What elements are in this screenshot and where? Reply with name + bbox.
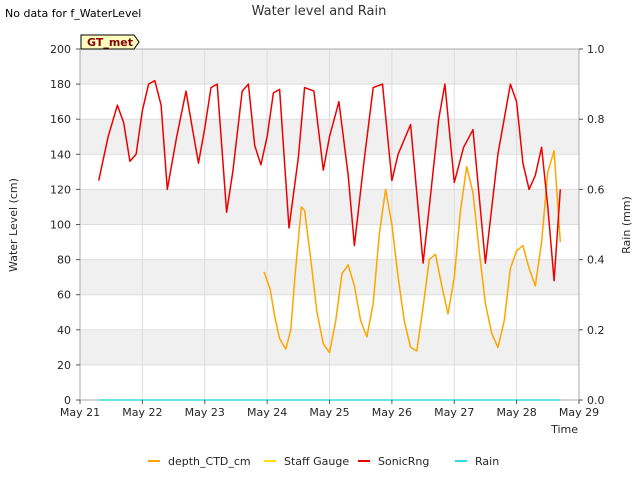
gt-met-badge: GT_met bbox=[80, 34, 140, 50]
legend-label-staff-gauge: Staff Gauge bbox=[284, 455, 349, 468]
no-data-note: No data for f_WaterLevel bbox=[5, 7, 142, 20]
legend-label-rain: Rain bbox=[475, 455, 499, 468]
y2-tick-label: 0.8 bbox=[587, 113, 605, 126]
y-tick-label: 100 bbox=[50, 219, 71, 232]
legend: depth_CTD_cm Staff Gauge SonicRng Rain bbox=[148, 455, 499, 468]
y-axis-label: Water Level (cm) bbox=[7, 178, 20, 272]
y-tick-label: 20 bbox=[57, 359, 71, 372]
badge-label: GT_met bbox=[87, 36, 133, 49]
y2-tick-label: 0.4 bbox=[587, 254, 605, 267]
legend-label-depth-ctd-cm: depth_CTD_cm bbox=[168, 455, 251, 468]
axes-layer: 0 20 40 60 80 100 120 140 160 180 200 0.0 0.2 0.4 0.6 0… bbox=[50, 43, 605, 419]
series-line-depth-ctd-cm bbox=[263, 150, 562, 354]
y-tick-label: 120 bbox=[50, 183, 71, 196]
x-axis-label: Time bbox=[550, 423, 578, 436]
chart-title: Water level and Rain bbox=[252, 4, 387, 19]
x-tick-label: May 25 bbox=[309, 406, 349, 419]
x-tick-label: May 27 bbox=[434, 406, 474, 419]
y-tick-label: 200 bbox=[50, 43, 71, 56]
y-tick-label: 160 bbox=[50, 113, 71, 126]
y2-axis-label: Rain (mm) bbox=[620, 196, 633, 254]
x-tick-label: May 21 bbox=[60, 406, 100, 419]
x-tick-label: May 22 bbox=[122, 406, 162, 419]
x-tick-label: May 24 bbox=[247, 406, 287, 419]
y-tick-label: 180 bbox=[50, 78, 71, 91]
y2-tick-label: 0.2 bbox=[587, 324, 605, 337]
y-tick-label: 140 bbox=[50, 148, 71, 161]
y-tick-label: 40 bbox=[57, 324, 71, 337]
legend-label-sonicrng: SonicRng bbox=[378, 455, 429, 468]
series-line-sonicrng bbox=[97, 79, 562, 282]
y-tick-label: 80 bbox=[57, 254, 71, 267]
y-tick-label: 0 bbox=[64, 394, 71, 407]
x-tick-label: May 28 bbox=[497, 406, 537, 419]
y-tick-label: 60 bbox=[57, 289, 71, 302]
y2-tick-label: 0.6 bbox=[587, 183, 605, 196]
x-tick-label: May 26 bbox=[372, 406, 412, 419]
y2-tick-label: 0.0 bbox=[587, 394, 605, 407]
y2-tick-label: 1.0 bbox=[587, 43, 605, 56]
x-tick-label: May 23 bbox=[185, 406, 225, 419]
x-tick-label: May 29 bbox=[559, 406, 599, 419]
